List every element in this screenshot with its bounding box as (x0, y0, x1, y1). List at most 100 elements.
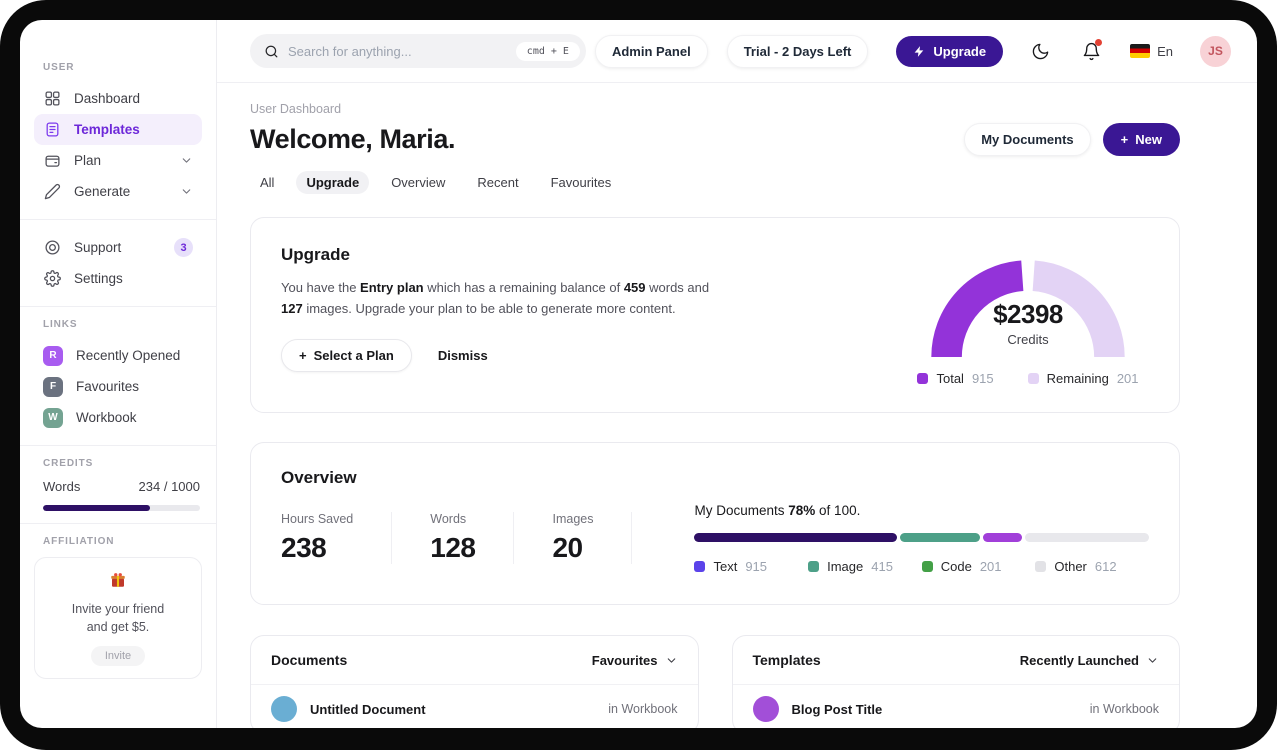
new-button[interactable]: + New (1102, 123, 1180, 156)
link-initial-badge: R (43, 345, 63, 366)
chevron-down-icon (180, 185, 193, 198)
bar-segment-other (1025, 533, 1149, 542)
document-list-item[interactable]: Untitled Document in Workbook (251, 685, 698, 728)
search-icon (264, 44, 279, 59)
plus-icon: + (1120, 132, 1129, 147)
tab-overview[interactable]: Overview (391, 175, 446, 190)
legend-item-other: Other 612 (1035, 559, 1149, 574)
invite-button[interactable]: Invite (90, 646, 146, 667)
bottom-cards: Documents Favourites Untitled Document i… (250, 635, 1180, 728)
chevron-down-icon (1148, 657, 1157, 663)
my-documents-button[interactable]: My Documents (964, 123, 1091, 156)
dismiss-button[interactable]: Dismiss (437, 347, 488, 363)
chevron-down-icon (180, 154, 193, 167)
lifebuoy-icon (43, 239, 61, 257)
gauge-remaining-arc (1032, 260, 1125, 358)
app-window: USER Dashboard Templates Plan (20, 20, 1257, 728)
upgrade-button[interactable]: Upgrade (896, 35, 1004, 67)
legend-swatch (921, 561, 933, 572)
sidebar-item-generate[interactable]: Generate (34, 176, 202, 207)
wallet-icon (43, 152, 61, 170)
link-initial-badge: W (43, 407, 63, 428)
moon-icon (1032, 43, 1048, 59)
tab-all[interactable]: All (260, 175, 275, 190)
legend-swatch (808, 561, 820, 572)
page-title: Welcome, Maria. (250, 124, 456, 154)
document-avatar (271, 696, 297, 722)
sidebar-section-affiliation: AFFILIATION (43, 536, 115, 547)
template-meta: in Workbook (1089, 702, 1159, 716)
sidebar-section-user: USER (43, 62, 75, 73)
templates-card-title: Templates (752, 652, 821, 668)
upgrade-card-body: You have the Entry plan which has a rema… (281, 280, 710, 316)
breadcrumb: User Dashboard (250, 102, 342, 116)
tab-favourites[interactable]: Favourites (550, 175, 612, 190)
admin-panel-button[interactable]: Admin Panel (594, 34, 708, 68)
documents-card-title: Documents (271, 652, 348, 668)
sidebar-section-credits: CREDITS (43, 458, 94, 469)
overview-card-title: Overview (281, 468, 357, 487)
sidebar-link-recently-opened[interactable]: R Recently Opened (34, 340, 202, 371)
template-avatar (752, 696, 779, 722)
search-input[interactable]: Search for anything... cmd + E (250, 34, 586, 68)
gauge-legend: Total 915 Remaining 201 (913, 371, 1143, 386)
trial-badge[interactable]: Trial - 2 Days Left (726, 34, 869, 68)
legend-swatch (1027, 373, 1039, 384)
progress-legend: Text 915 Image 415 Code 20 (694, 559, 1149, 574)
credits-progressbar (43, 505, 200, 511)
link-initial-badge: F (43, 376, 63, 397)
legend-item-remaining: Remaining 201 (1027, 371, 1139, 386)
sidebar-item-dashboard[interactable]: Dashboard (34, 83, 202, 114)
notification-dot (1095, 39, 1103, 46)
sidebar-divider (20, 219, 216, 220)
sidebar-section-links: LINKS (43, 319, 78, 330)
sidebar-item-templates[interactable]: Templates (34, 114, 202, 145)
stats-row: Hours Saved 238 Words 128 Images 20 (281, 512, 670, 564)
tab-recent[interactable]: Recent (477, 175, 519, 190)
gauge-caption: Credits (1007, 332, 1049, 347)
template-list-item[interactable]: Blog Post Title in Workbook (733, 685, 1180, 728)
upgrade-card-title: Upgrade (281, 245, 350, 264)
overview-card: Overview Hours Saved 238 Words 128 (250, 442, 1180, 605)
bolt-icon (914, 45, 924, 57)
sidebar-item-support[interactable]: Support 3 (34, 232, 202, 263)
credits-progress-fill (43, 505, 150, 511)
progress-caption: My Documents 78% of 100. (694, 503, 861, 518)
templates-filter-dropdown[interactable]: Recently Launched (1020, 653, 1159, 668)
credits-value: 234 / 1000 (138, 479, 200, 494)
sidebar-item-plan[interactable]: Plan (34, 145, 202, 176)
legend-swatch (694, 561, 706, 572)
sidebar-link-label: Favourites (76, 379, 140, 394)
legend-item-image: Image 415 (808, 559, 922, 574)
template-title: Blog Post Title (791, 701, 883, 717)
plus-icon: + (299, 347, 307, 363)
user-avatar[interactable]: JS (1200, 35, 1231, 67)
sidebar-item-settings[interactable]: Settings (34, 263, 202, 294)
grid-icon (43, 90, 61, 108)
gauge-center-text: $2398 Credits (913, 299, 1143, 347)
gift-icon (109, 571, 127, 589)
sidebar-item-label: Dashboard (74, 91, 141, 106)
gear-icon (43, 270, 61, 288)
credits-gauge-chart: $2398 Credits Total 915 Remaining (913, 245, 1143, 386)
documents-filter-dropdown[interactable]: Favourites (592, 653, 678, 668)
tab-upgrade[interactable]: Upgrade (296, 171, 370, 194)
legend-item-code: Code 201 (921, 559, 1036, 574)
notifications-button[interactable] (1075, 35, 1107, 67)
sidebar-divider (20, 523, 216, 524)
sidebar-link-workbook[interactable]: W Workbook (34, 402, 202, 433)
sidebar-item-label: Support (74, 240, 122, 255)
pencil-icon (43, 183, 61, 201)
sidebar-link-favourites[interactable]: F Favourites (34, 371, 202, 402)
sidebar-item-label: Generate (74, 184, 131, 199)
affiliation-text: Invite your friend and get $5. (71, 602, 165, 635)
language-selector[interactable]: En (1130, 44, 1173, 59)
sidebar-item-label: Plan (74, 153, 102, 168)
sidebar-link-label: Workbook (76, 410, 137, 425)
dark-mode-toggle[interactable] (1024, 35, 1056, 67)
select-plan-button[interactable]: + Select a Plan (281, 338, 412, 372)
affiliation-box: Invite your friend and get $5. Invite (34, 557, 202, 680)
document-meta: in Workbook (608, 702, 678, 716)
sidebar-divider (20, 445, 216, 446)
